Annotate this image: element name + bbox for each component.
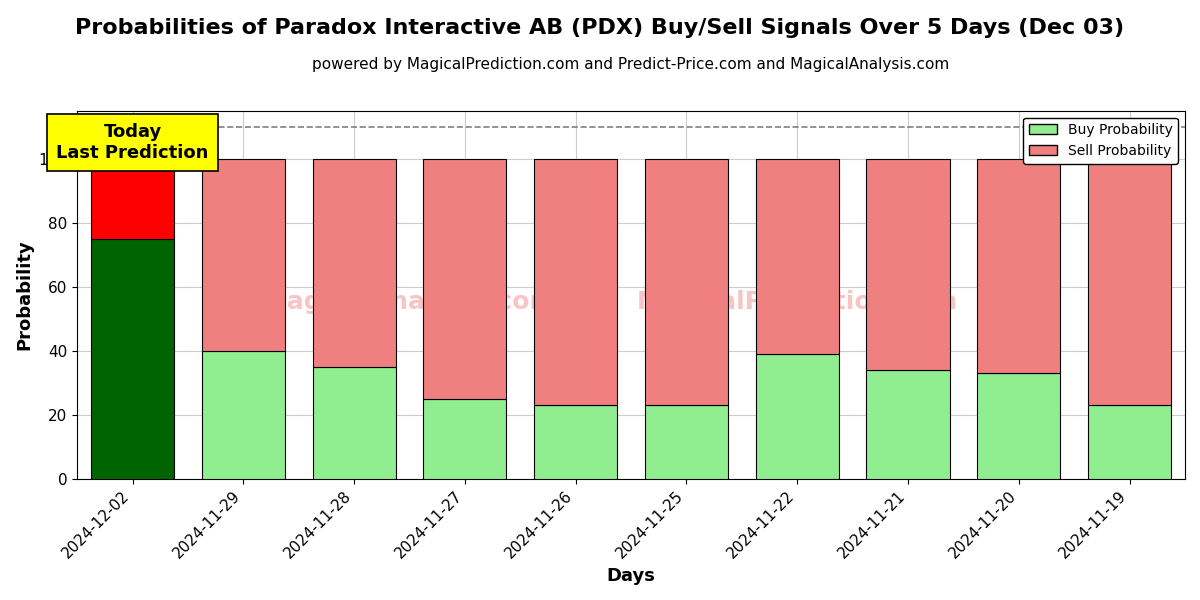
- Bar: [91, 239, 174, 479]
- Bar: [866, 158, 949, 370]
- Bar: [756, 158, 839, 354]
- Bar: [644, 405, 728, 479]
- Y-axis label: Probability: Probability: [14, 239, 32, 350]
- Bar: [312, 158, 396, 367]
- Bar: [977, 158, 1061, 373]
- Text: MagicalPrediction.com: MagicalPrediction.com: [637, 290, 958, 314]
- Bar: [866, 370, 949, 479]
- Bar: [312, 367, 396, 479]
- X-axis label: Days: Days: [607, 567, 655, 585]
- Bar: [424, 158, 506, 399]
- Bar: [91, 158, 174, 239]
- Bar: [424, 399, 506, 479]
- Title: powered by MagicalPrediction.com and Predict-Price.com and MagicalAnalysis.com: powered by MagicalPrediction.com and Pre…: [312, 57, 949, 72]
- Bar: [977, 373, 1061, 479]
- Bar: [202, 351, 284, 479]
- Bar: [1088, 405, 1171, 479]
- Text: Probabilities of Paradox Interactive AB (PDX) Buy/Sell Signals Over 5 Days (Dec : Probabilities of Paradox Interactive AB …: [76, 18, 1124, 38]
- Bar: [756, 354, 839, 479]
- Bar: [534, 405, 617, 479]
- Text: Today
Last Prediction: Today Last Prediction: [56, 123, 209, 162]
- Bar: [534, 158, 617, 405]
- Legend: Buy Probability, Sell Probability: Buy Probability, Sell Probability: [1024, 118, 1178, 164]
- Bar: [202, 158, 284, 351]
- Bar: [644, 158, 728, 405]
- Bar: [1088, 158, 1171, 405]
- Text: MagicalAnalysis.com: MagicalAnalysis.com: [263, 290, 557, 314]
